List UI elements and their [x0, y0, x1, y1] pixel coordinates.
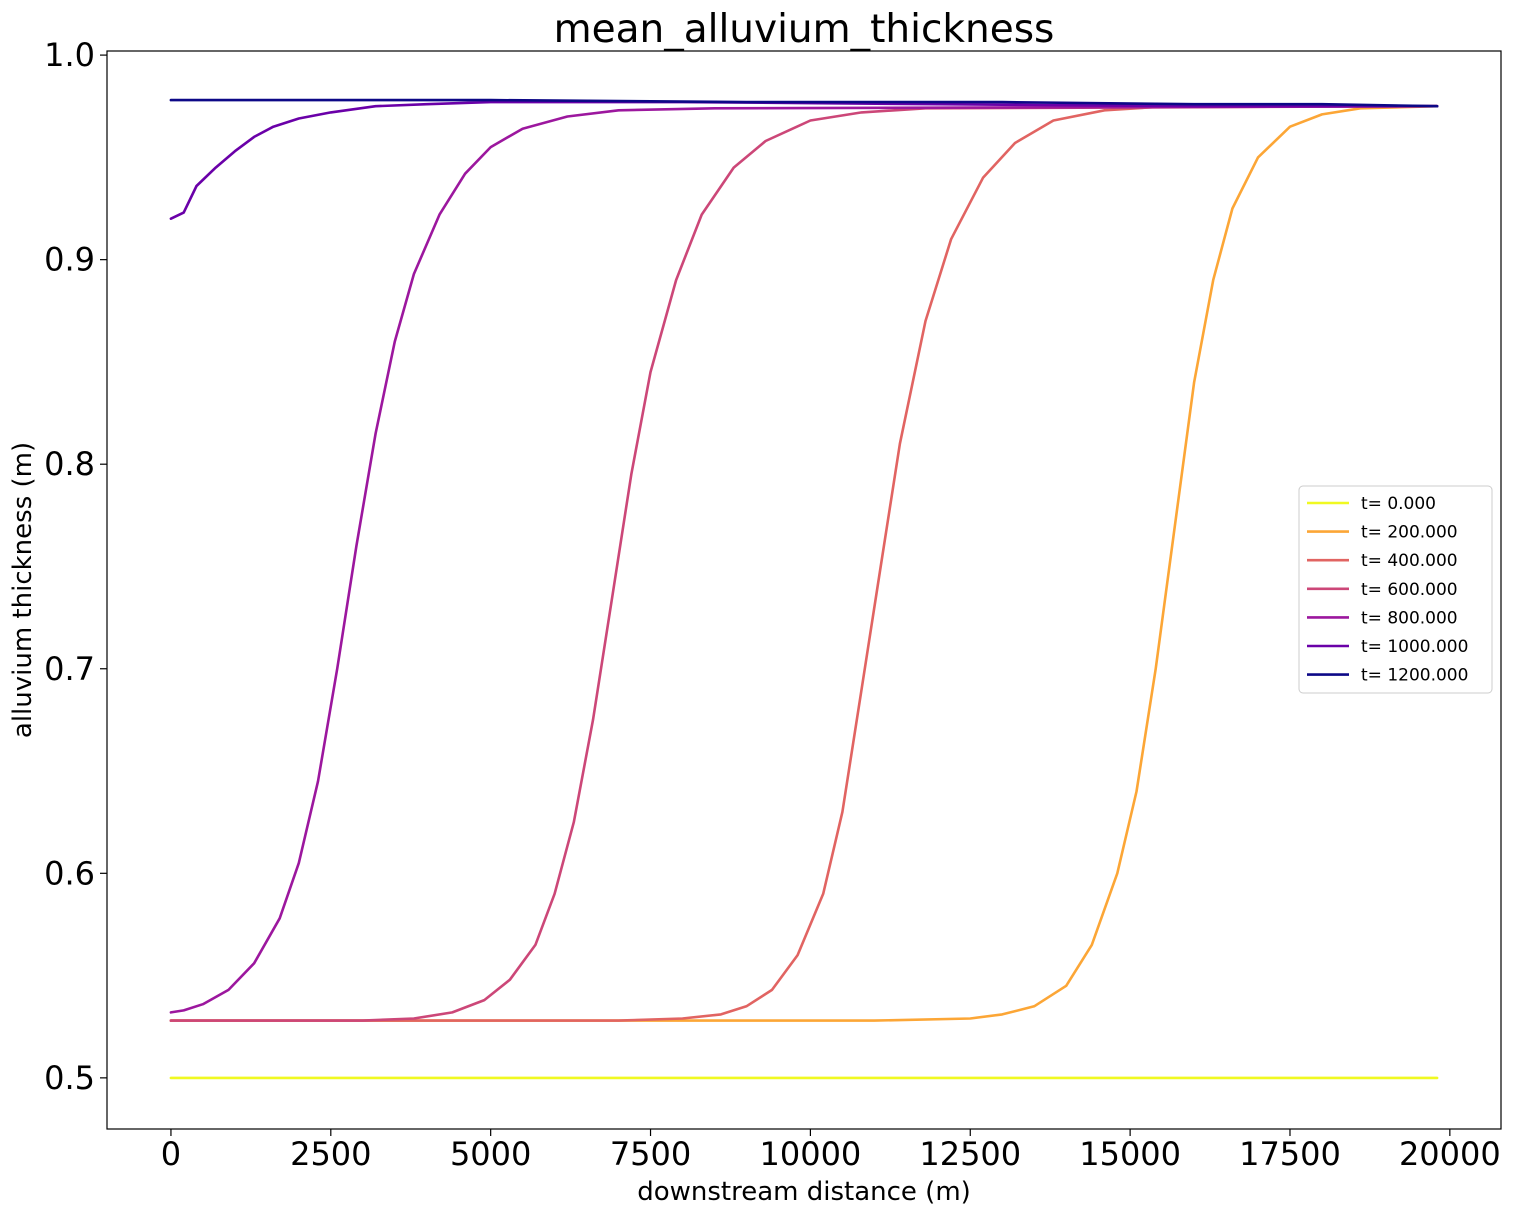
y-tick-label: 0.8 — [44, 445, 95, 483]
chart-title: mean_alluvium_thickness — [554, 7, 1055, 52]
x-tick-label: 7500 — [610, 1135, 691, 1173]
plot-frame — [106, 50, 1502, 1130]
x-tick-label: 12500 — [919, 1135, 1021, 1173]
x-axis-label: downstream distance (m) — [637, 1177, 971, 1207]
y-axis: 0.5 0.6 0.7 0.8 0.9 1.0 — [44, 36, 107, 1097]
legend-label-3: t= 600.000 — [1361, 580, 1458, 600]
y-axis-label: alluvium thickness (m) — [8, 442, 38, 738]
x-axis: 0 2500 5000 7500 10000 12500 15000 17500 20000 — [161, 1129, 1501, 1173]
legend: t= 0.000 t= 200.000 t= 400.000 t= 600.000 t=… — [1298, 485, 1493, 694]
series-line-4 — [169, 104, 1439, 1014]
y-tick-label: 0.7 — [44, 650, 95, 688]
legend-label-6: t= 1200.000 — [1361, 666, 1468, 686]
x-tick-label: 17500 — [1239, 1135, 1341, 1173]
legend-label-5: t= 1000.000 — [1361, 637, 1468, 657]
x-tick-label: 10000 — [759, 1135, 861, 1173]
y-tick-label: 0.9 — [44, 241, 95, 279]
legend-label-4: t= 800.000 — [1361, 608, 1458, 628]
legend-label-0: t= 0.000 — [1361, 494, 1436, 514]
series-line-2 — [169, 104, 1439, 1022]
legend-label-1: t= 200.000 — [1361, 523, 1458, 543]
y-tick-label: 0.6 — [44, 854, 95, 892]
y-tick-label: 0.5 — [44, 1059, 95, 1097]
x-tick-label: 20000 — [1399, 1135, 1501, 1173]
y-tick-label: 1.0 — [44, 36, 95, 74]
legend-label-2: t= 400.000 — [1361, 551, 1458, 571]
series-layer — [169, 98, 1439, 1080]
legend-items: t= 0.000 t= 200.000 t= 400.000 t= 600.000 t=… — [1307, 494, 1468, 686]
x-tick-label: 15000 — [1079, 1135, 1181, 1173]
series-line-3 — [169, 104, 1439, 1022]
legend-frame — [1298, 485, 1493, 694]
x-tick-label: 0 — [161, 1135, 181, 1173]
x-tick-label: 5000 — [450, 1135, 531, 1173]
series-line-1 — [169, 104, 1439, 1022]
x-tick-label: 2500 — [290, 1135, 371, 1173]
series-line-6 — [169, 98, 1439, 108]
